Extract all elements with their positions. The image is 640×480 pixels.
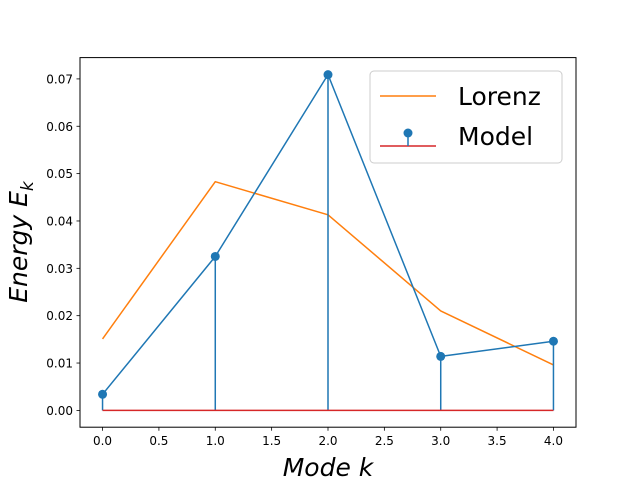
x-tick-label: 1.0	[206, 434, 225, 448]
legend: Lorenz Model	[370, 71, 562, 163]
y-axis-title-var: E	[4, 191, 33, 207]
legend-lorenz-label: Lorenz	[458, 82, 541, 111]
legend-model-label: Model	[458, 122, 533, 151]
x-tick-label: 2.5	[375, 434, 394, 448]
y-axis-title-text: Energy	[4, 207, 33, 303]
y-tick-label: 0.02	[46, 309, 73, 323]
x-tick-label: 4.0	[544, 434, 563, 448]
model-point	[211, 252, 220, 261]
y-tick-label: 0.06	[46, 120, 73, 134]
model-point	[324, 70, 333, 79]
x-tick-label: 2.0	[318, 434, 337, 448]
y-tick-label: 0.01	[46, 357, 73, 371]
y-tick-label: 0.05	[46, 167, 73, 181]
model-point	[436, 352, 445, 361]
model-point	[98, 390, 107, 399]
y-tick-label: 0.03	[46, 262, 73, 276]
y-tick-label: 0.04	[46, 214, 73, 228]
y-axis-title: Energy Ek	[4, 180, 38, 303]
y-tick-label: 0.07	[46, 72, 73, 86]
x-axis-title-var: k	[359, 453, 375, 480]
legend-model-marker-swatch	[404, 129, 413, 138]
x-tick-label: 1.5	[262, 434, 281, 448]
x-axis-title: Mode k	[283, 453, 375, 480]
x-tick-label: 0.0	[93, 434, 112, 448]
x-tick-label: 0.5	[149, 434, 168, 448]
y-tick-label: 0.00	[46, 404, 73, 418]
x-tick-label: 3.5	[488, 434, 507, 448]
x-axis-title-text: Mode	[283, 453, 359, 480]
x-tick-label: 3.0	[431, 434, 450, 448]
model-point	[549, 337, 558, 346]
y-axis-title-sub: k	[18, 180, 38, 191]
